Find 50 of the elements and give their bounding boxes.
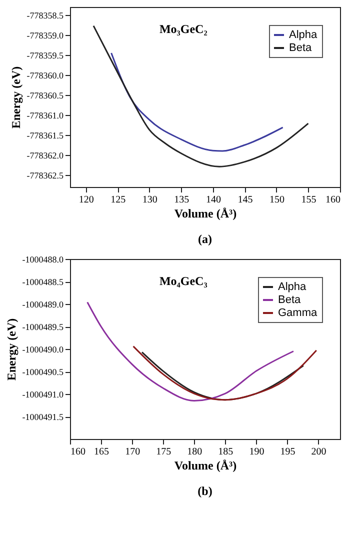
y-tick-label: -778360.0 [26,70,64,80]
annotation: Mo₃GeC₂ [159,22,208,36]
y-tick-label: -1000490.5 [22,367,64,377]
x-tick-label: 180 [187,446,202,458]
y-axis-title: Energy (eV) [8,66,23,129]
x-tick-label: 165 [94,446,110,458]
x-axis-title: Volume (Å³) [174,206,237,220]
y-axis-title: Energy (eV) [4,318,18,381]
y-tick-label: -1000490.0 [22,344,64,354]
y-tick-label: -1000488.0 [22,254,64,264]
y-tick-label: -1000489.5 [22,322,64,332]
x-tick-label: 150 [269,194,284,206]
x-tick-label: 140 [206,194,221,206]
y-tick-label: -1000488.5 [22,277,64,287]
x-tick-label: 170 [125,446,140,458]
x-tick-label: 130 [142,194,158,206]
legend-label: Beta [289,42,313,54]
y-tick-label: -778358.5 [26,10,64,20]
x-tick-label: 200 [311,446,326,458]
y-tick-label: -778362.0 [26,150,64,160]
x-tick-label: 145 [238,194,253,206]
y-tick-label: -778361.5 [26,130,64,140]
annotation: Mo₄GeC₃ [159,274,208,288]
text: (b) [198,484,212,498]
x-tick-label: 155 [301,194,316,206]
y-tick-label: -778359.0 [26,30,64,40]
y-tick-label: -1000489.0 [22,300,64,310]
x-tick-label: 190 [249,446,264,458]
y-tick-label: -778362.5 [26,170,64,180]
y-tick-label: -1000491.0 [22,390,64,400]
x-tick-label: 175 [156,446,172,458]
x-tick-label: 160 [70,446,86,458]
x-tick-label: 135 [174,194,190,206]
legend-label: Alpha [289,29,318,41]
x-tick-label: 195 [280,446,296,458]
y-tick-label: -778359.5 [26,50,64,60]
text: (a) [198,232,212,246]
x-tick-label: 185 [218,446,234,458]
line-series [110,52,284,152]
x-tick-label: 125 [110,194,126,206]
legend-label: Beta [278,294,302,306]
legend-label: Alpha [278,281,308,293]
legend-label: Gamma [278,307,318,319]
x-tick-label: 160 [326,194,340,206]
line-series [132,346,318,401]
y-tick-label: -778360.5 [26,90,64,100]
x-tick-label: 120 [78,194,94,206]
y-tick-label: -1000491.5 [22,412,64,422]
y-tick-label: -778361.0 [26,110,64,120]
x-axis-title: Volume (Å³) [174,458,237,472]
